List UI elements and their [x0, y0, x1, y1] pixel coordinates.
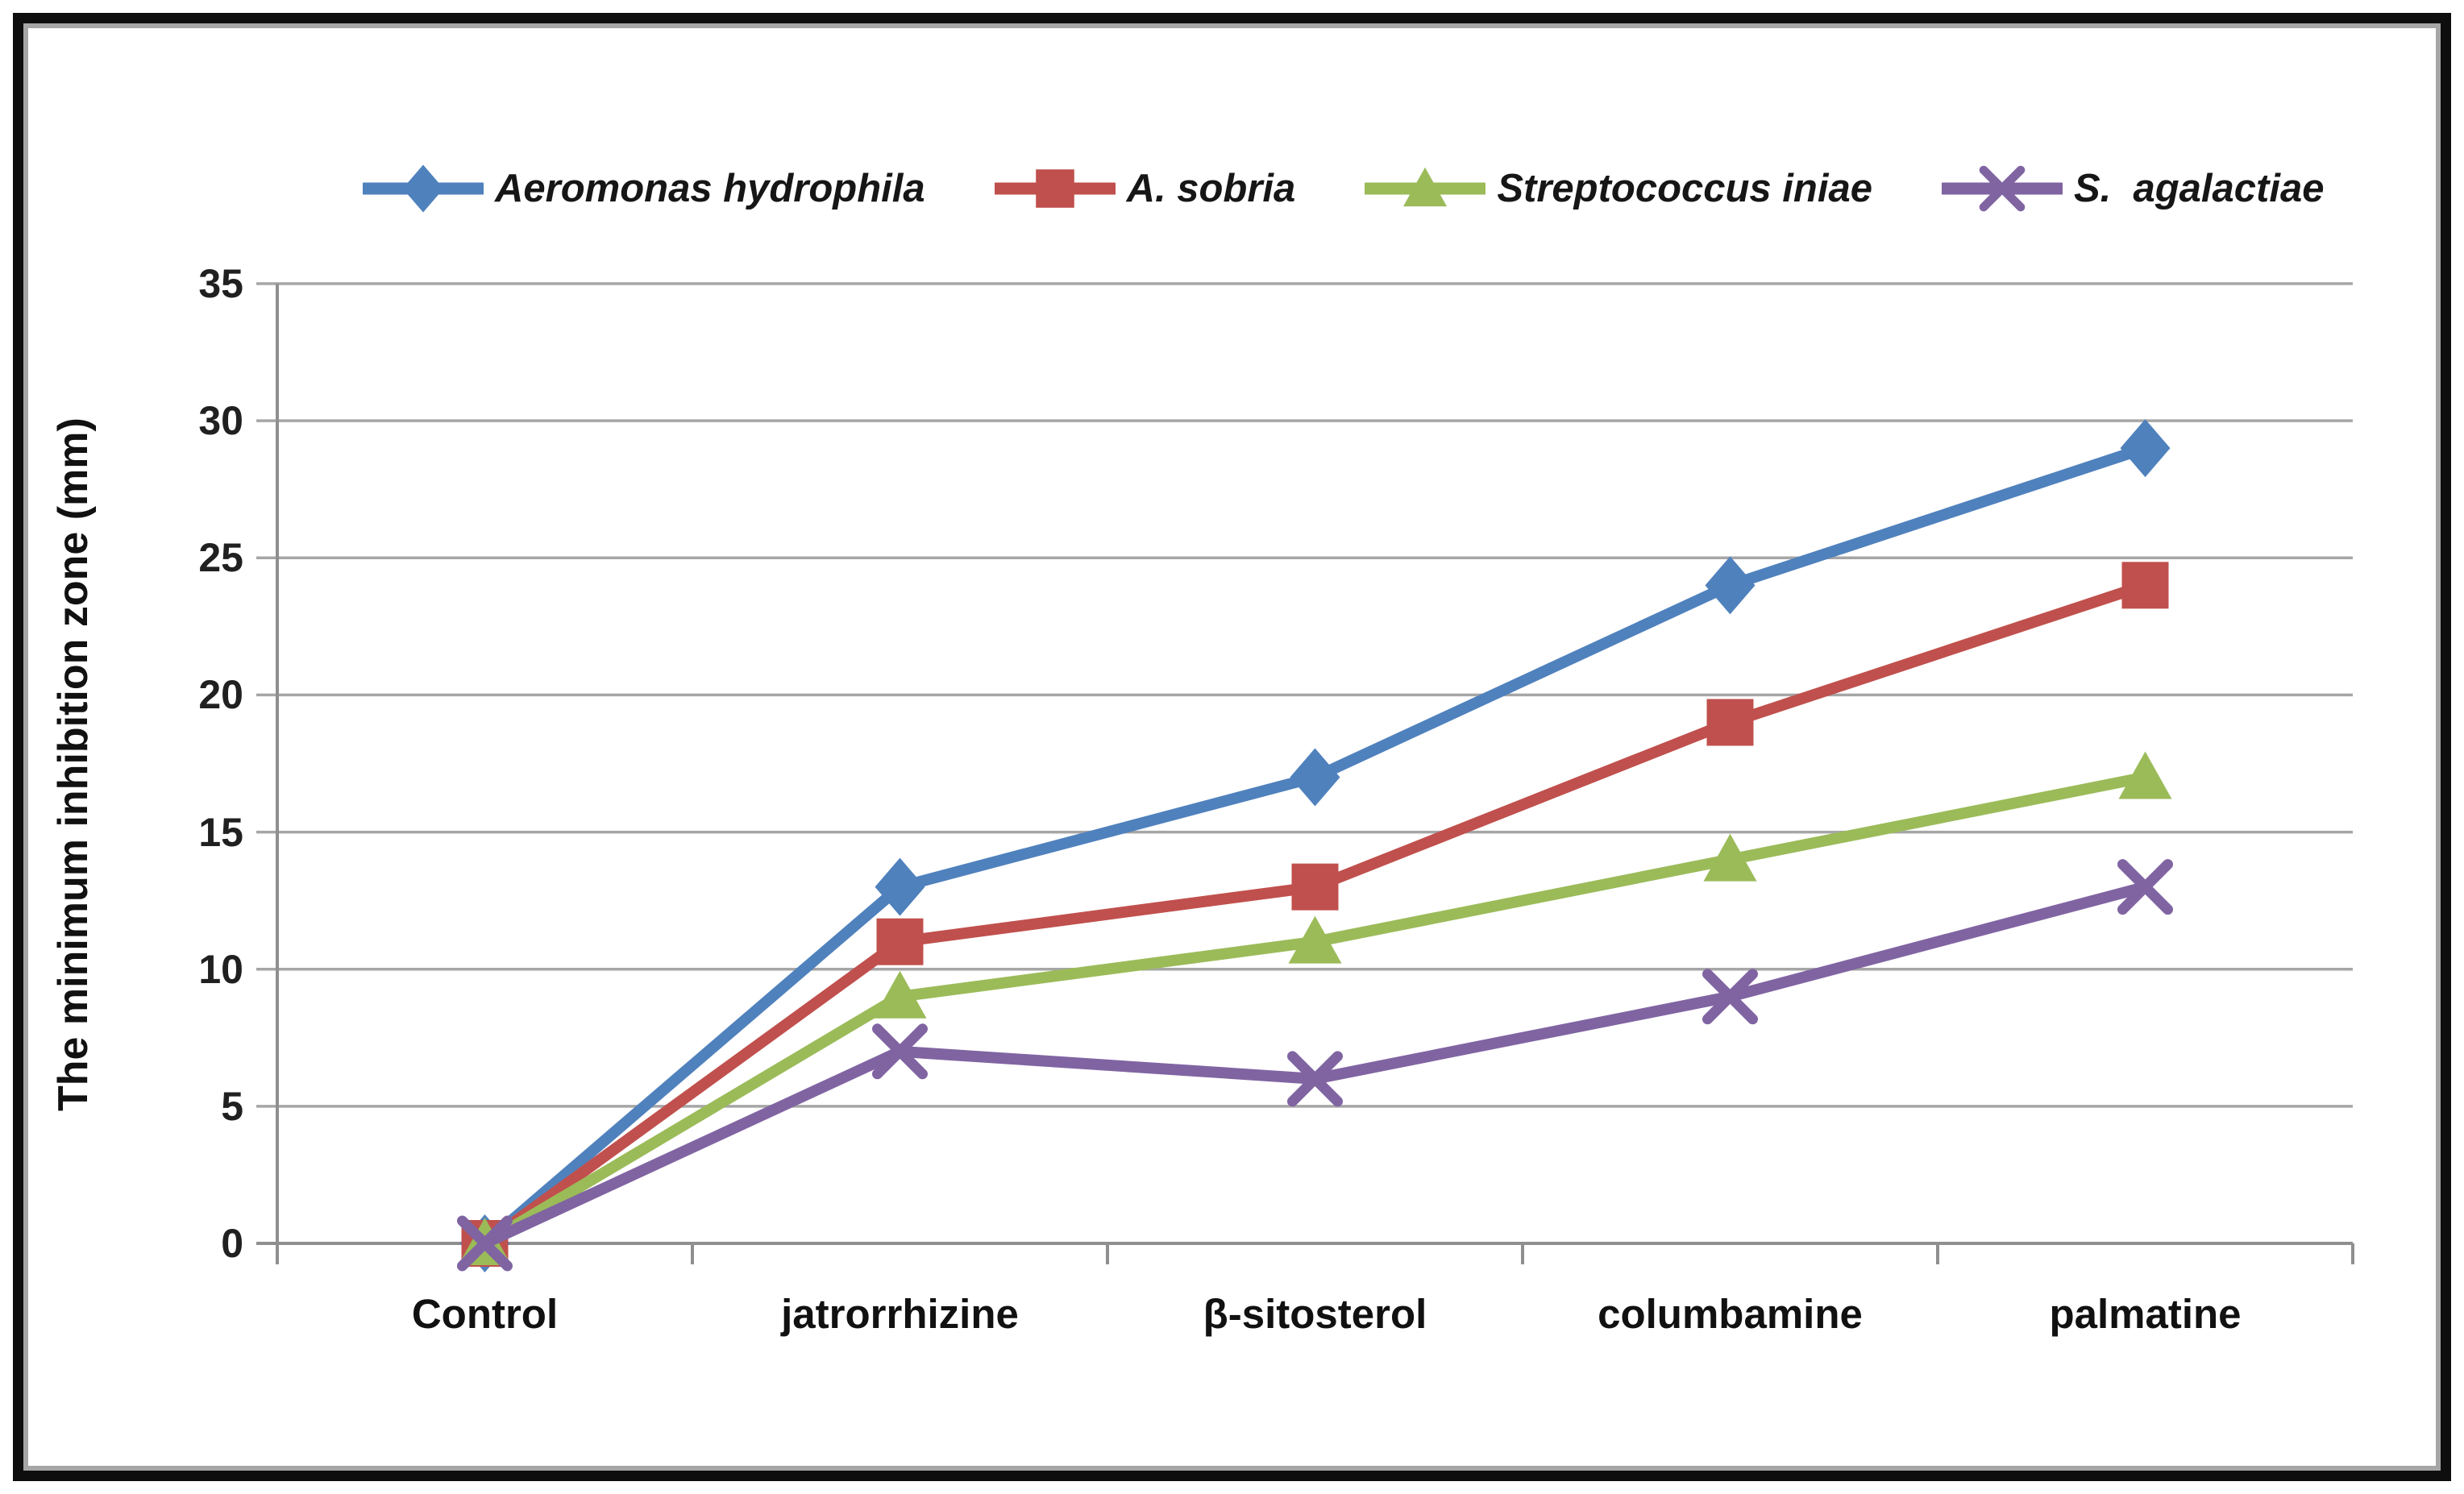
x-category-label-3: β-sitosterol [1203, 1291, 1427, 1337]
figure-inner-frame [23, 23, 2441, 1471]
series-streptococcus-iniae [458, 751, 2172, 1265]
legend-item-streptococcus-iniae: Streptococcus iniae [1365, 160, 1872, 218]
chart-legend: Aeromonas hydrophila A. sobria Streptococc… [363, 160, 2324, 218]
data-point-marker-triangle [1703, 833, 1757, 882]
legend-marker-icon-diamond [363, 164, 484, 213]
y-tick-label-0: 0 [221, 1221, 243, 1266]
figure-outer-frame [13, 13, 2451, 1481]
legend-marker-icon-square [994, 169, 1116, 208]
y-tick-label-30: 30 [198, 398, 243, 444]
data-point-marker-triangle [2118, 751, 2172, 799]
series-s-agalactiae [457, 859, 2173, 1272]
legend-item-a-sobria: A. sobria [994, 160, 1296, 218]
series-line-streptococcus-iniae [479, 771, 2151, 1249]
data-point-marker-diamond [2120, 419, 2171, 478]
series-line-a-sobria [479, 579, 2151, 1249]
legend-label-streptococcus-iniae: Streptococcus iniae [1497, 167, 1872, 210]
y-tick-label-5: 5 [221, 1083, 243, 1129]
data-point-marker-triangle [1403, 167, 1448, 207]
x-category-label-2: jatrorrhizine [781, 1291, 1019, 1337]
data-point-marker-diamond [1705, 556, 1756, 615]
data-point-marker-diamond [402, 164, 444, 213]
y-tick-label-20: 20 [198, 672, 243, 718]
data-point-marker-diamond [1290, 748, 1340, 807]
data-point-marker-square [1706, 699, 1754, 746]
data-point-marker-square [1291, 863, 1339, 911]
x-category-label-5: palmatine [2049, 1291, 2242, 1337]
legend-label-aeromonas-hydrophila: Aeromonas hydrophila [495, 167, 925, 210]
data-point-marker-square [876, 918, 924, 965]
legend-label-s-agalactiae: S. agalactiae [2073, 167, 2325, 210]
data-point-marker-square [2121, 562, 2169, 609]
y-tick-label-25: 25 [198, 535, 243, 581]
y-axis-title: The minimum inhibition zone (mm) [50, 417, 97, 1111]
legend-marker-icon-triangle [1365, 167, 1486, 207]
data-point-marker-triangle [1288, 915, 1342, 964]
y-tick-label-10: 10 [198, 946, 243, 992]
legend-item-s-agalactiae: S. agalactiae [1941, 160, 2325, 218]
data-point-marker-x [2117, 859, 2173, 915]
data-point-marker-x [1287, 1051, 1343, 1107]
y-tick-label-15: 15 [198, 809, 243, 855]
legend-label-a-sobria: A. sobria [1126, 167, 1296, 210]
data-point-marker-square [1035, 169, 1074, 208]
data-point-marker-diamond [875, 857, 925, 916]
legend-marker-icon-x [1941, 165, 2063, 212]
series-aeromonas-hydrophila [459, 419, 2171, 1272]
series-a-sobria [461, 562, 2169, 1267]
legend-item-aeromonas-hydrophila: Aeromonas hydrophila [363, 160, 925, 218]
data-point-marker-x [1979, 165, 2026, 212]
data-point-marker-x [872, 1023, 928, 1080]
x-category-label-1: Control [411, 1291, 559, 1337]
data-point-marker-x [1702, 969, 1758, 1025]
data-point-marker-x [457, 1215, 513, 1272]
y-tick-label-35: 35 [198, 261, 243, 306]
data-point-marker-triangle [873, 970, 927, 1019]
x-category-label-4: columbamine [1598, 1291, 1863, 1337]
